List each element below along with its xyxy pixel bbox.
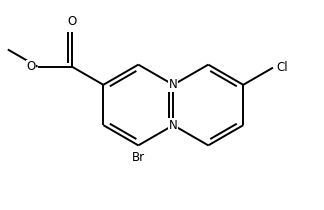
Text: Br: Br bbox=[132, 151, 145, 164]
Text: O: O bbox=[26, 60, 36, 73]
Text: Cl: Cl bbox=[277, 61, 288, 74]
Text: N: N bbox=[169, 119, 178, 132]
Text: N: N bbox=[169, 78, 178, 91]
Text: O: O bbox=[67, 15, 76, 28]
